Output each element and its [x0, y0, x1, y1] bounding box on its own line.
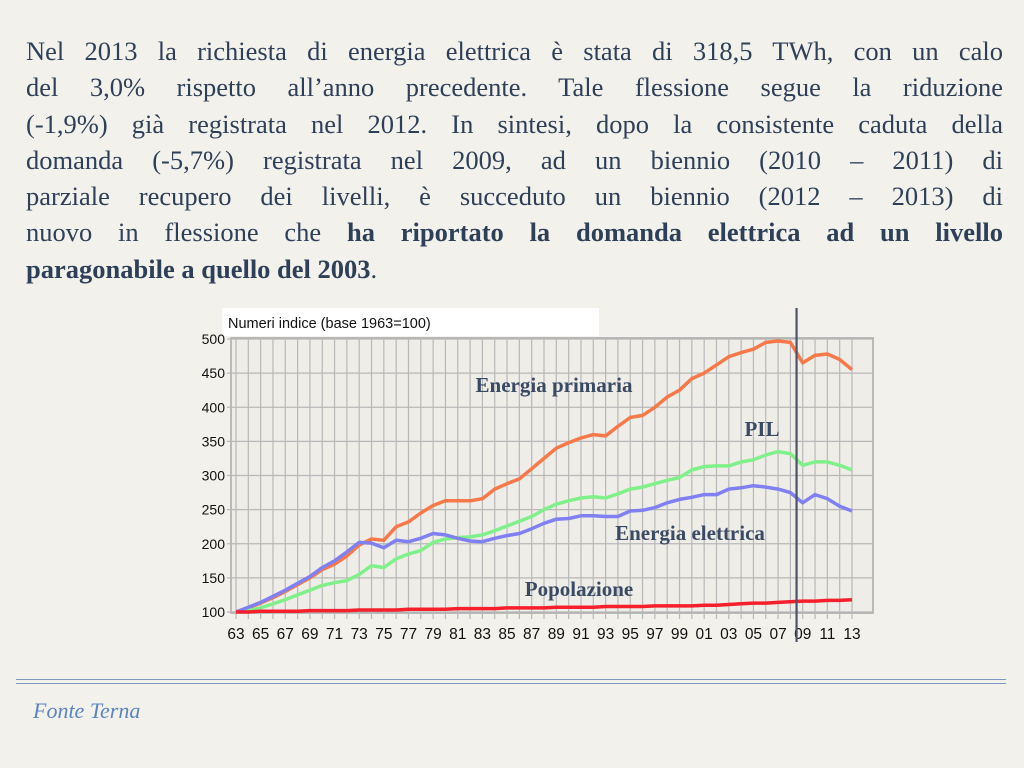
x-tick-label: 95 — [622, 626, 639, 643]
y-tick-label: 500 — [202, 331, 226, 347]
x-tick-label: 11 — [819, 626, 835, 643]
x-tick-label: 75 — [375, 626, 392, 643]
text-segment: domanda (-5,7%) registrata nel 2009, ad … — [26, 144, 1003, 175]
paragraph-line: paragonabile a quello del 2003. — [26, 251, 1003, 287]
x-tick-label: 71 — [326, 626, 343, 643]
series-line-energia-elettrica — [235, 483, 853, 614]
y-tick-label: 350 — [202, 433, 226, 449]
grid — [227, 337, 874, 619]
y-tick-label: 200 — [202, 536, 226, 552]
footer-rule-bottom — [16, 683, 1006, 684]
x-tick-label: 99 — [671, 626, 688, 643]
bold-text: ha riportato la domanda elettrica ad un … — [346, 217, 1003, 248]
x-tick-label: 67 — [277, 626, 294, 643]
y-tick-label: 250 — [202, 502, 226, 518]
y-tick-label: 150 — [202, 570, 226, 586]
y-tick-label: 300 — [202, 468, 226, 484]
x-tick-label: 05 — [745, 626, 762, 643]
x-tick-label: 83 — [474, 626, 491, 643]
paragraph-line: del 3,0% rispetto all’anno precedente. T… — [26, 69, 1003, 105]
paragraph-line: Nel 2013 la richiesta di energia elettri… — [26, 33, 1003, 69]
body-paragraph: Nel 2013 la richiesta di energia elettri… — [26, 33, 1003, 287]
paragraph-line: parziale recupero dei livelli, è succedu… — [26, 178, 1003, 214]
text-segment: . — [370, 253, 378, 284]
bold-text: paragonabile a quello del 2003 — [26, 253, 371, 284]
x-tick-label: 87 — [523, 626, 540, 643]
x-tick-label: 91 — [572, 626, 589, 643]
x-tick-label: 07 — [769, 626, 786, 643]
text-segment: (-1,9%) già registrata nel 2012. In sint… — [26, 108, 1003, 139]
annotation-energia-elettrica: Energia elettrica — [615, 521, 765, 545]
y-axis-ticks: 100 150 200 250 300 350 400 450 500 — [202, 331, 226, 620]
text-segment: del 3,0% rispetto all’anno precedente. T… — [26, 72, 1003, 103]
series-line-pil — [235, 449, 853, 614]
x-tick-label: 63 — [227, 626, 244, 643]
x-tick-label: 73 — [351, 626, 368, 643]
text-segment: nuovo in flessione che — [26, 217, 347, 248]
text-segment: Nel 2013 la richiesta di energia elettri… — [26, 36, 1003, 66]
paragraph-line: (-1,9%) già registrata nel 2012. In sint… — [26, 106, 1003, 142]
x-tick-label: 89 — [548, 626, 565, 643]
x-tick-label: 97 — [646, 626, 663, 643]
text-segment: parziale recupero dei livelli, è succedu… — [26, 181, 1003, 212]
x-tick-label: 09 — [794, 626, 811, 643]
chart-title-box — [222, 308, 599, 336]
series-line-energia-primaria — [235, 339, 854, 614]
annotation-popolazione: Popolazione — [525, 577, 634, 601]
x-tick-label: 01 — [696, 626, 713, 643]
chart-title: Numeri indice (base 1963=100) — [228, 316, 431, 332]
annotation-energia-primaria: Energia primaria — [476, 373, 633, 397]
series-lines — [235, 339, 854, 614]
paragraph-line: domanda (-5,7%) registrata nel 2009, ad … — [26, 142, 1003, 178]
x-tick-label: 13 — [843, 626, 860, 643]
x-tick-label: 79 — [424, 626, 441, 643]
series-line-popolazione — [236, 597, 853, 614]
x-tick-label: 85 — [498, 626, 515, 643]
footer-rule-top — [16, 679, 1006, 680]
x-tick-label: 93 — [597, 626, 614, 643]
y-tick-label: 450 — [202, 365, 226, 381]
x-tick-label: 69 — [301, 626, 318, 643]
x-tick-label: 77 — [400, 626, 417, 643]
y-tick-label: 400 — [202, 399, 226, 415]
x-axis-ticks: 63 65 67 69 71 73 75 77 79 81 83 85 87 89 91 93 95 97 99 01… — [227, 626, 860, 643]
annotation-pil: PIL — [744, 417, 779, 441]
y-tick-label: 100 — [202, 604, 226, 620]
paragraph-line: nuovo in flessione che ha riportato la d… — [26, 214, 1003, 250]
x-tick-label: 03 — [720, 626, 737, 643]
x-tick-label: 65 — [252, 626, 269, 643]
source-note: Fonte Terna — [33, 698, 141, 723]
x-tick-label: 81 — [449, 626, 466, 643]
